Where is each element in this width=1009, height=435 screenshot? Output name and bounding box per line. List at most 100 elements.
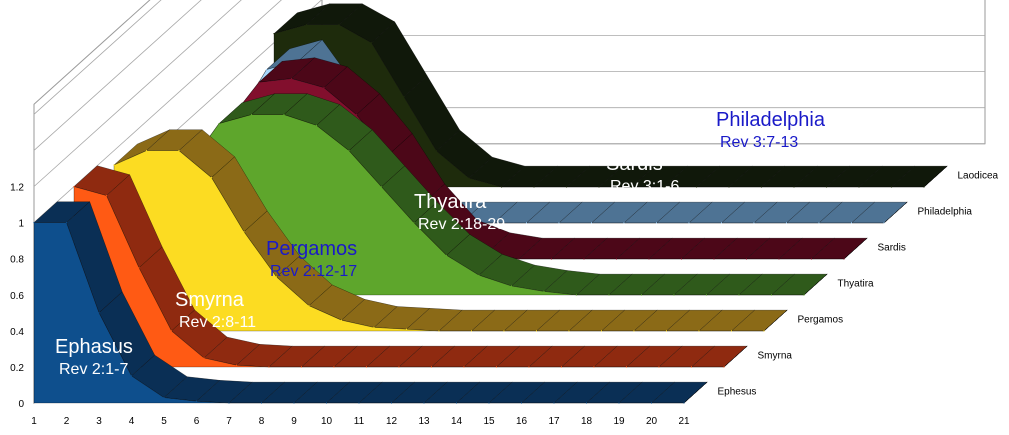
data-point [843,258,845,260]
data-point [340,319,343,321]
data-point [435,150,438,152]
x-axis: 1 2 3 4 5 6 7 8 9 10 11 12 13 14 15 16 17 18 19 20 21 [31,416,690,427]
data-point [373,326,375,328]
data-point [323,87,325,89]
data-point [268,366,270,368]
data-point [585,402,588,404]
y-tick-label: 0.2 [10,363,24,374]
y-tick-label: 0.8 [10,255,24,266]
data-point [130,375,133,377]
data-point [390,402,393,404]
data-point [558,222,560,224]
data-point [503,330,505,332]
series-axis-label: Sardis [878,242,906,253]
x-tick-label: 13 [418,416,430,427]
data-point [640,294,643,296]
data-point [583,258,585,260]
data-point [305,24,308,26]
data-point [510,285,513,287]
data-point [723,366,725,368]
annotation-name: Smyrna [175,289,245,311]
data-point [655,222,658,224]
annotation-name: Laodicea [862,90,944,112]
data-point [825,186,828,188]
data-point [770,294,773,296]
data-point [333,366,335,368]
data-point [785,222,788,224]
ribbon-end [843,237,868,260]
data-point [520,402,523,404]
annotation-philadelphia: Philadelphia Rev 3:7-13 [716,109,826,151]
x-tick-label: 19 [613,416,625,427]
x-tick-label: 16 [516,416,528,427]
data-point [763,330,765,332]
y-tick-label: 0.4 [10,327,24,338]
data-point [720,222,723,224]
data-point [615,258,618,260]
data-point [550,258,553,260]
depth-axis: Ephesus Smyrna Pergamos Thyatira Sardis Phila… [718,170,999,397]
data-point [705,294,708,296]
data-point [680,258,683,260]
data-point [325,402,328,404]
series-axis-label: Laodicea [958,170,999,181]
data-point [760,186,763,188]
series-axis-label: Smyrna [758,350,793,361]
ribbon-end [923,165,948,188]
data-point [468,177,470,179]
data-point [663,186,665,188]
data-point [463,366,465,368]
data-point [243,231,245,233]
x-tick-label: 6 [194,416,200,427]
data-point [163,397,165,399]
data-point [65,222,68,224]
annotation-laodicea: Laodicea Rev 3:14-22 [862,90,953,132]
x-tick-label: 20 [646,416,658,427]
data-point [113,164,115,166]
data-point [265,69,268,71]
data-point [423,402,425,404]
annotation-thyatira: Thyatira Rev 2:18-29 [414,191,505,233]
data-point [355,114,358,116]
data-point [648,258,650,260]
annotation-reference: Rev 2:8-11 [179,314,256,331]
x-tick-label: 11 [354,416,365,427]
data-point [398,366,400,368]
data-point [445,254,448,256]
data-point [300,366,303,368]
data-point [488,402,490,404]
data-point [275,276,278,278]
data-point [403,96,405,98]
data-point [695,186,698,188]
data-point [923,186,925,188]
data-point [33,222,35,224]
ribbon-end [803,273,828,296]
y-tick-label: 0.6 [10,291,24,302]
data-point [293,402,295,404]
data-point [778,258,780,260]
x-tick-label: 12 [386,416,398,427]
data-point [625,366,628,368]
data-point [883,222,885,224]
ribbon-end [763,309,788,332]
data-point [633,330,635,332]
data-point [535,330,538,332]
data-point [568,330,570,332]
data-point [290,78,293,80]
data-point [890,186,893,188]
data-point [665,330,668,332]
data-point [370,42,373,44]
data-point [195,400,198,402]
x-tick-label: 18 [581,416,593,427]
data-point [673,294,675,296]
x-tick-label: 14 [451,416,463,427]
data-point [380,186,383,188]
gridline [33,0,202,151]
data-point [683,402,685,404]
gridline [33,0,162,115]
data-point [560,366,563,368]
annotation-reference: Rev 3:1-6 [610,178,679,195]
ribbon-end [723,345,748,368]
data-point [565,186,568,188]
